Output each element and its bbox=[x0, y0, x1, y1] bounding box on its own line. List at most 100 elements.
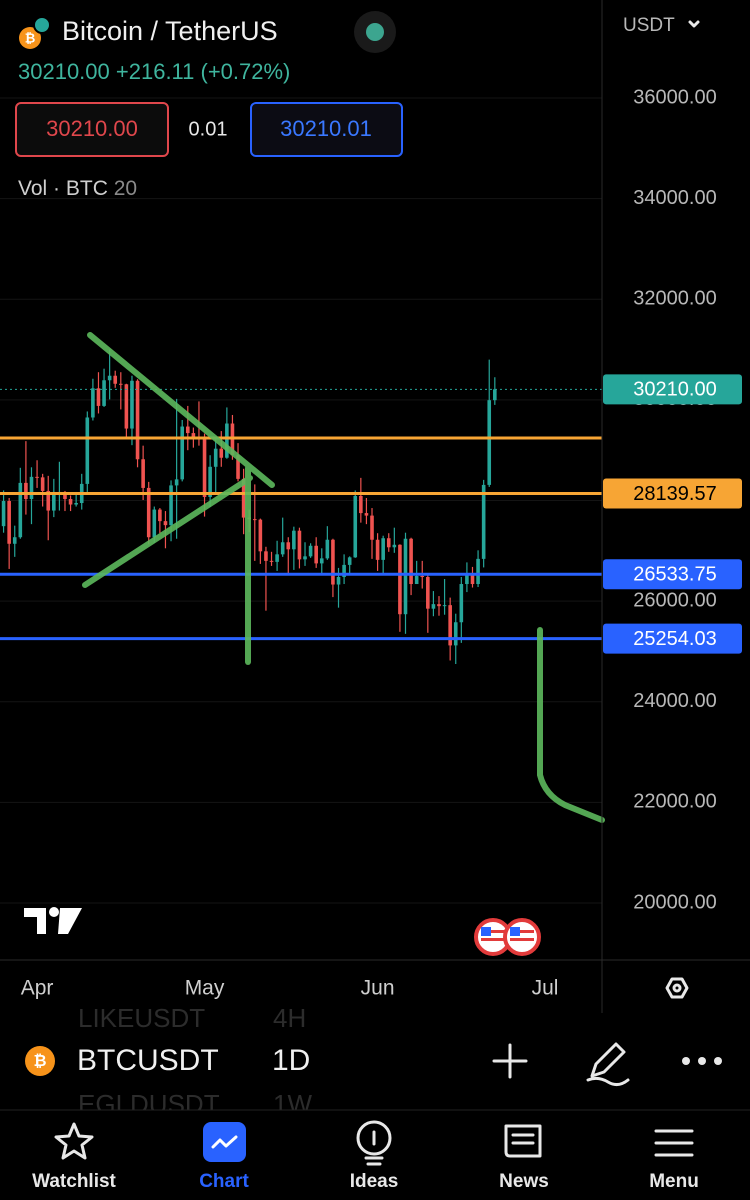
volume-label: Vol · BTC bbox=[18, 177, 108, 200]
candle-body bbox=[7, 501, 11, 544]
y-tick-label: 34000.00 bbox=[633, 187, 716, 209]
tab-label[interactable]: News bbox=[499, 1171, 549, 1192]
volume-indicator[interactable]: Vol · BTC 20 bbox=[18, 177, 137, 200]
candle-body bbox=[487, 400, 492, 485]
bid-price: 30210.00 bbox=[46, 116, 138, 141]
menu-icon[interactable] bbox=[654, 1129, 694, 1157]
candle-body bbox=[152, 509, 157, 538]
candle-body bbox=[158, 509, 162, 522]
candle-body bbox=[336, 576, 341, 585]
candle-body bbox=[431, 604, 436, 609]
coin-glyph: ₿ bbox=[25, 30, 36, 45]
price-line-tag bbox=[603, 623, 742, 654]
candle-body bbox=[236, 455, 240, 479]
candle-body bbox=[353, 495, 358, 558]
candle-body bbox=[46, 490, 51, 511]
candle-body bbox=[102, 380, 106, 406]
candle-body bbox=[107, 375, 112, 381]
currency[interactable]: USDT bbox=[623, 15, 675, 36]
candle-body bbox=[185, 426, 190, 434]
candle-body bbox=[319, 558, 324, 564]
tab-label[interactable]: Ideas bbox=[350, 1171, 399, 1192]
candle-body bbox=[113, 375, 118, 384]
candle-body bbox=[297, 530, 302, 560]
candle-body bbox=[448, 605, 452, 646]
y-tick-label: 20000.00 bbox=[633, 891, 716, 913]
prev-interval: 4H bbox=[273, 1003, 306, 1033]
toolbar bbox=[0, 1014, 750, 1110]
ask-price: 30210.01 bbox=[280, 116, 372, 141]
candle-body bbox=[364, 513, 369, 516]
interval[interactable]: 1D bbox=[272, 1044, 310, 1077]
candle-body bbox=[191, 433, 196, 438]
candle-body bbox=[258, 519, 263, 552]
price-axis: 20000.0022000.0024000.0026000.0028000.00… bbox=[603, 86, 742, 913]
candle-body bbox=[314, 545, 318, 564]
watchlist-icon[interactable] bbox=[54, 1122, 94, 1160]
candle-body bbox=[208, 466, 212, 497]
chart-icon bbox=[211, 1135, 238, 1149]
x-tick-label: May bbox=[185, 977, 225, 1000]
candle-body bbox=[303, 556, 307, 560]
market-status-dot bbox=[366, 23, 384, 41]
candle-body bbox=[442, 605, 447, 607]
trend-line bbox=[82, 475, 253, 588]
add-button[interactable] bbox=[492, 1043, 528, 1079]
candle-body bbox=[381, 538, 385, 560]
candle-body bbox=[347, 557, 352, 565]
y-tick-label: 22000.00 bbox=[633, 791, 716, 813]
ideas-icon[interactable] bbox=[356, 1120, 392, 1156]
coin-icon bbox=[25, 1046, 55, 1076]
candle-body bbox=[386, 538, 391, 548]
candle-body bbox=[331, 539, 335, 585]
candle-body bbox=[465, 575, 469, 585]
flag[interactable] bbox=[503, 918, 541, 956]
candle-body bbox=[130, 380, 134, 429]
settings-icon bbox=[672, 983, 682, 993]
settings-icon[interactable] bbox=[665, 977, 689, 999]
candle-body bbox=[174, 479, 179, 486]
tv-logo bbox=[24, 907, 82, 934]
candle-body bbox=[414, 575, 419, 585]
candle-body bbox=[18, 482, 23, 538]
news-icon[interactable] bbox=[504, 1124, 542, 1158]
tab-label[interactable]: Watchlist bbox=[32, 1171, 116, 1192]
y-tick-label: 26000.00 bbox=[633, 589, 716, 611]
candle-body bbox=[375, 539, 380, 560]
price-line-label: 26533.75 bbox=[633, 564, 716, 586]
candle-body bbox=[68, 498, 73, 505]
tab-label[interactable]: Chart bbox=[199, 1171, 249, 1192]
candle-body bbox=[146, 487, 151, 538]
price-line-tag bbox=[603, 478, 742, 509]
candle-body bbox=[96, 388, 101, 406]
buy-button[interactable] bbox=[250, 102, 403, 157]
candle-body bbox=[1, 501, 6, 527]
draw-button[interactable] bbox=[586, 1042, 630, 1087]
candle-body bbox=[481, 484, 486, 559]
y-tick-label: 32000.00 bbox=[633, 288, 716, 310]
projection-line bbox=[537, 627, 605, 823]
chart-icon[interactable] bbox=[203, 1122, 246, 1162]
last-price-label: 30210.00 bbox=[633, 379, 716, 401]
last-price-tag bbox=[603, 374, 742, 405]
candle-body bbox=[286, 542, 291, 550]
candle-body bbox=[476, 558, 480, 585]
candle-body bbox=[493, 389, 497, 401]
tab-label[interactable]: Menu bbox=[649, 1171, 699, 1192]
more-button[interactable] bbox=[682, 1057, 722, 1065]
candle-body bbox=[252, 519, 257, 521]
candle-body bbox=[225, 423, 229, 458]
symbol-title[interactable]: Bitcoin / TetherUS bbox=[62, 16, 278, 46]
candle-body bbox=[24, 482, 28, 499]
sell-button[interactable] bbox=[15, 102, 169, 157]
spread: 0.01 bbox=[189, 118, 228, 140]
trend-line bbox=[87, 332, 275, 488]
candle-body bbox=[275, 554, 279, 562]
coin-icon bbox=[33, 16, 51, 34]
symbol[interactable]: BTCUSDT bbox=[77, 1044, 219, 1077]
last-price: 30210.00 bbox=[18, 59, 110, 84]
x-tick-label: Jul bbox=[532, 977, 559, 1000]
candle-body bbox=[308, 545, 313, 557]
